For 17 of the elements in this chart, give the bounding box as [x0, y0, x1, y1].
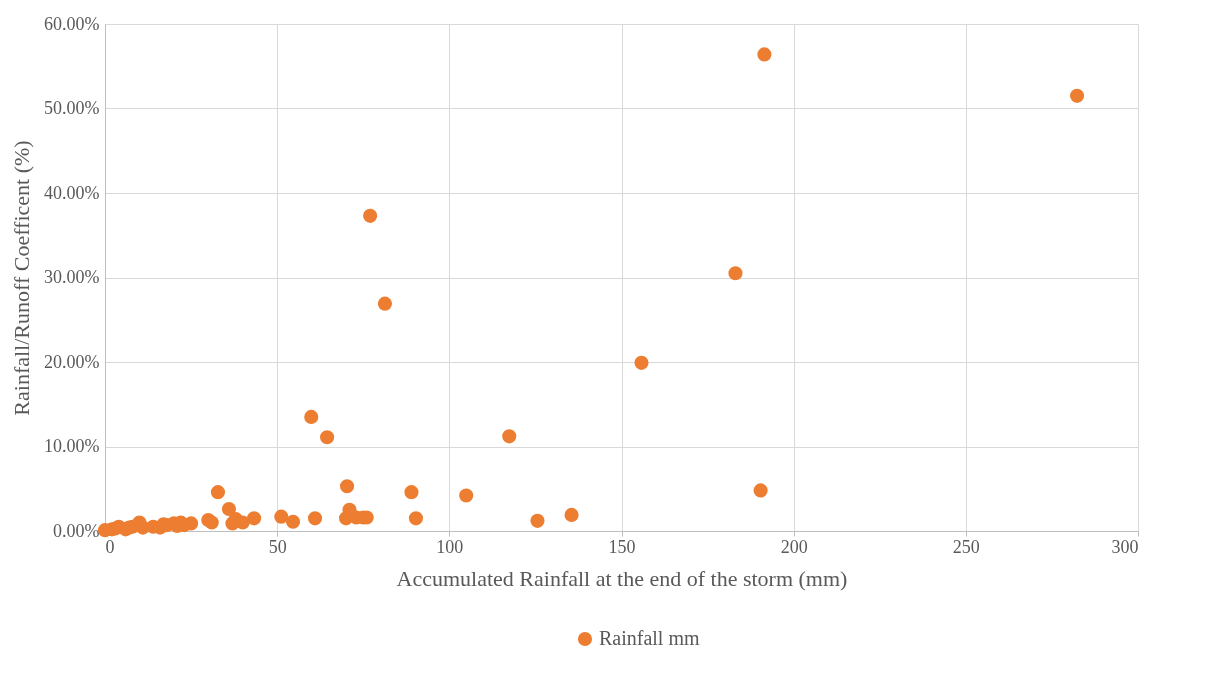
x-tick-label: 50 [268, 536, 287, 557]
x-tick-label: 200 [780, 536, 808, 557]
x-tick-label: 100 [436, 536, 464, 557]
y-tick-label: 0.00% [53, 520, 100, 541]
y-tick-label: 20.00% [44, 351, 100, 372]
x-tick-label: 150 [608, 536, 636, 557]
y-tick-label: 30.00% [44, 267, 100, 287]
y-tick-label: 40.00% [44, 182, 100, 203]
x-tick-label: 0 [105, 536, 115, 557]
y-tick-label: 50.00% [44, 98, 100, 118]
y-tick-label: 10.00% [44, 436, 100, 456]
y-tick-label: 60.00% [44, 13, 100, 34]
x-axis-title: Accumulated Rainfall at the end of the storm (mm) [396, 565, 848, 591]
x-tick-label: 300 [1111, 536, 1139, 557]
y-axis-title: Rainfall/Runoff Coefficent (%) [9, 140, 35, 416]
x-tick-label: 250 [952, 536, 980, 557]
legend-label: Rainfall mm [599, 627, 700, 649]
